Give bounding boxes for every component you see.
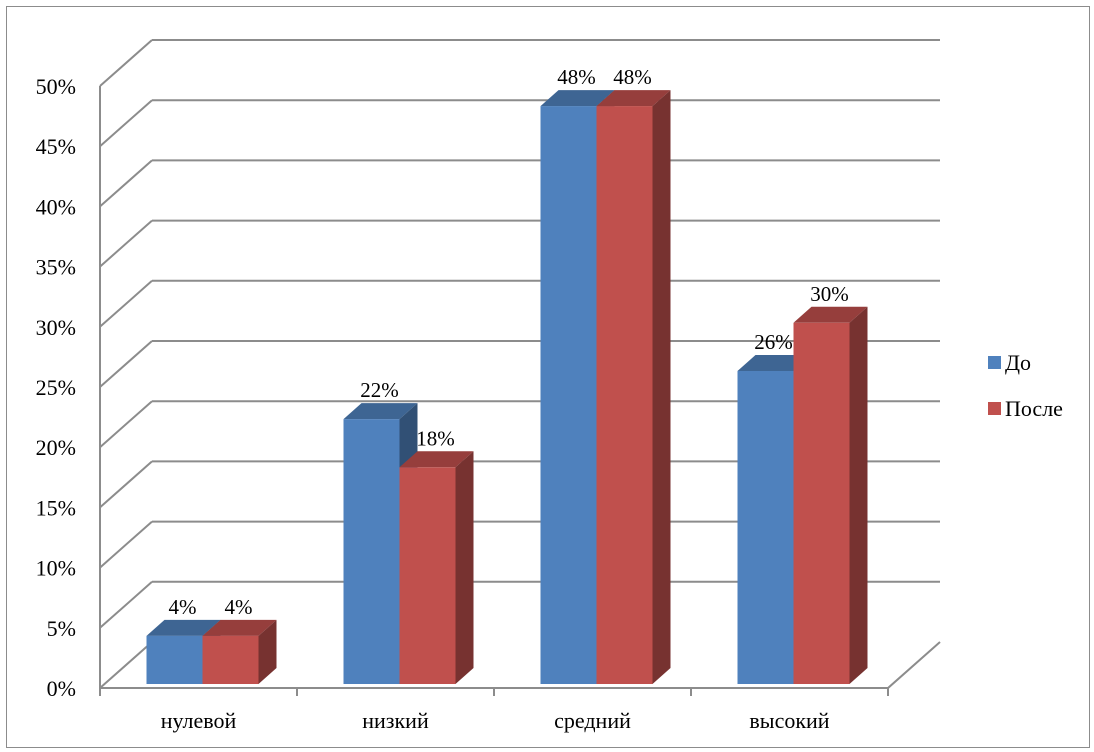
y-tick-label: 0% xyxy=(47,676,76,701)
y-tick-label: 35% xyxy=(36,255,76,280)
bar-top xyxy=(793,306,868,323)
legend-label: До xyxy=(1005,350,1031,375)
bar-top xyxy=(146,619,221,636)
data-label: 26% xyxy=(754,330,793,354)
data-label: 48% xyxy=(557,65,596,89)
y-tick-label: 5% xyxy=(47,616,76,641)
bar xyxy=(737,370,794,684)
data-label: 22% xyxy=(360,378,399,402)
legend-label: После xyxy=(1005,396,1063,421)
side-gridline xyxy=(99,280,153,328)
bar xyxy=(399,467,456,684)
bar xyxy=(343,419,400,684)
side-gridline xyxy=(99,340,153,388)
data-label: 4% xyxy=(169,595,197,619)
y-tick-label: 40% xyxy=(36,194,76,219)
side-gridline xyxy=(99,219,153,268)
y-tick-label: 20% xyxy=(36,435,76,460)
data-label: 18% xyxy=(416,426,455,450)
x-tick-label: нулевой xyxy=(161,708,237,733)
y-tick-label: 15% xyxy=(36,495,76,520)
y-tick-label: 30% xyxy=(36,315,76,340)
side-gridline xyxy=(99,641,153,689)
x-tick-label: средний xyxy=(554,708,631,733)
y-tick-label: 45% xyxy=(36,134,76,159)
legend-swatch xyxy=(988,402,1001,415)
bar-top xyxy=(737,354,812,371)
side-gridline xyxy=(99,99,153,147)
x-tick-label: высокий xyxy=(749,708,829,733)
legend-swatch xyxy=(988,356,1001,369)
bar xyxy=(540,106,597,684)
bar-top xyxy=(596,90,671,107)
y-tick-label: 25% xyxy=(36,375,76,400)
data-label: 48% xyxy=(613,65,652,89)
side-gridline xyxy=(99,581,153,629)
bar xyxy=(793,322,850,684)
side-gridline xyxy=(99,520,153,569)
side-gridline xyxy=(99,159,153,208)
side-gridline xyxy=(99,39,153,87)
bar-top xyxy=(540,90,615,107)
y-tick-label: 50% xyxy=(36,74,76,99)
bar-side xyxy=(258,619,277,684)
x-tick-label: низкий xyxy=(362,708,429,733)
bar-top xyxy=(343,403,418,420)
data-label: 30% xyxy=(810,282,849,306)
data-label: 4% xyxy=(225,595,253,619)
side-gridline xyxy=(99,400,153,448)
bar-side xyxy=(849,306,868,684)
bar xyxy=(202,635,259,684)
y-tick-label: 10% xyxy=(36,556,76,581)
bar-side xyxy=(455,451,474,684)
side-gridline xyxy=(99,460,153,509)
bar-top xyxy=(202,619,277,636)
bar xyxy=(146,635,203,684)
bar xyxy=(596,106,653,684)
bar-top xyxy=(399,451,474,468)
bar-side xyxy=(652,90,671,684)
